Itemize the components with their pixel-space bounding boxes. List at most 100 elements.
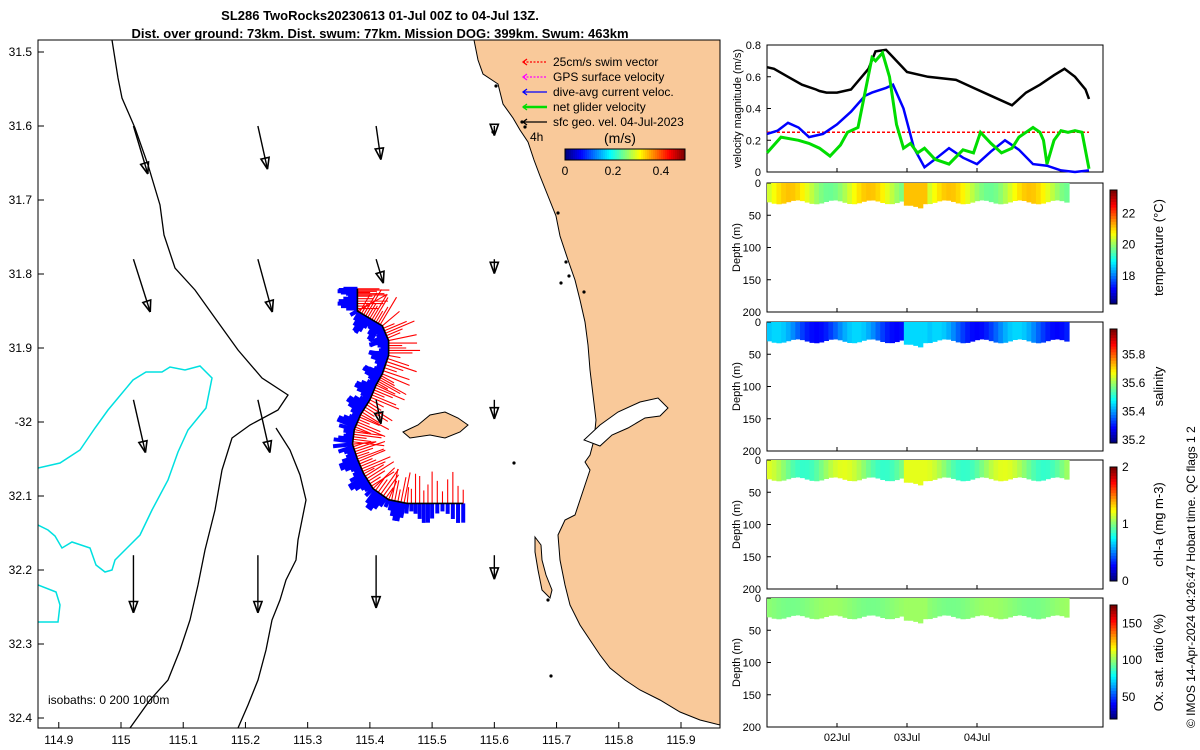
isobath-1000m-south	[38, 584, 61, 623]
section-colorbar-tick-3-1: 100	[1122, 653, 1142, 667]
section-cell-3-42	[965, 598, 971, 619]
current-vector-28	[372, 333, 388, 344]
current-vector-101	[399, 502, 407, 519]
section-cell-2-24	[880, 460, 886, 481]
section-colorbar-cell-0-13	[1110, 264, 1117, 268]
section-cell-2-51	[1007, 460, 1013, 480]
section-colorbar-cell-3-1	[1110, 713, 1117, 717]
section-colorbar-cell-2-2	[1110, 572, 1117, 576]
section-colorbar-cell-3-28	[1110, 636, 1117, 640]
geo-arrow-1-1	[257, 259, 273, 313]
section-cell-0-60	[1050, 183, 1056, 201]
current-vector-76	[345, 452, 357, 460]
section-cell-0-63	[1064, 183, 1070, 203]
section-colorbar-cell-2-9	[1110, 552, 1117, 556]
section-cell-2-37	[941, 460, 947, 478]
section-colorbar-cell-1-24	[1110, 371, 1117, 376]
section-cell-2-10	[814, 460, 820, 482]
section-colorbar-cell-2-37	[1110, 472, 1117, 477]
section-colorbar-cell-3-6	[1110, 699, 1117, 703]
section-colorbar-cell-3-29	[1110, 633, 1117, 637]
current-vector-64	[337, 415, 358, 427]
map-lat-tick-9: 32.4	[9, 711, 33, 725]
current-vector-79	[339, 459, 360, 471]
section-cell-1-18	[851, 322, 858, 344]
section-colorbar-cell-3-31	[1110, 627, 1117, 632]
section-colorbar-cell-1-1	[1110, 437, 1117, 441]
section-cell-0-39	[951, 183, 957, 202]
section-cell-0-36	[936, 183, 943, 202]
section-cell-0-45	[979, 183, 985, 201]
current-vector-102	[404, 503, 410, 514]
current-vector-77	[341, 454, 358, 464]
section-cell-0-21	[866, 183, 872, 201]
section-cell-3-40	[955, 598, 962, 619]
section-cell-0-22	[870, 183, 877, 201]
section-cell-3-45	[979, 598, 985, 616]
section-cell-0-47	[988, 183, 995, 203]
section-colorbar-cell-1-2	[1110, 434, 1117, 438]
section-colorbar-cell-3-36	[1110, 613, 1117, 617]
swim-vector-84	[363, 467, 375, 475]
section-colorbar-cell-2-6	[1110, 561, 1117, 565]
map-colorbar-cell-30	[625, 149, 628, 160]
map-colorbar-cell-0	[565, 149, 568, 160]
section-colorbar-cell-2-21	[1110, 518, 1117, 522]
section-cell-0-41	[960, 183, 966, 205]
map-colorbar-cell-42	[649, 149, 652, 160]
section-frame-1	[766, 321, 1104, 452]
section-cell-3-13	[828, 598, 834, 616]
map-colorbar-cell-45	[655, 149, 658, 160]
swim-vector-75	[354, 440, 386, 453]
current-vector-56	[353, 395, 368, 407]
swim-vector-51	[372, 391, 385, 398]
islet-11	[523, 125, 527, 129]
section-colorbar-cell-0-26	[1110, 227, 1117, 231]
current-vector-81	[350, 464, 362, 473]
section-colorbar-cell-1-38	[1110, 331, 1117, 336]
section-cell-2-57	[1035, 460, 1042, 482]
islet-4	[564, 260, 568, 264]
section-cell-1-57	[1035, 322, 1042, 344]
section-colorbar-cell-0-14	[1110, 261, 1117, 265]
section-ytick-0-0: 0	[755, 178, 761, 190]
current-vector-88	[360, 481, 371, 491]
section-cell-2-42	[965, 460, 971, 481]
section-cell-1-48	[993, 322, 999, 343]
swim-vector-52	[371, 394, 397, 406]
swim-vector-44	[379, 377, 395, 387]
section-colorbar-cell-0-8	[1110, 278, 1117, 282]
section-cell-0-54	[1021, 183, 1028, 201]
section-colorbar-tick-2-0: 0	[1122, 574, 1129, 588]
swim-vector-95	[385, 487, 394, 499]
section-colorbar-frame-3	[1109, 604, 1118, 720]
current-vector-41	[373, 365, 385, 373]
current-vector-93	[367, 492, 383, 512]
section-cell-3-1	[771, 598, 778, 619]
map-colorbar-cell-3	[571, 149, 574, 160]
land-rottnest-island	[402, 411, 469, 439]
map-colorbar-cell-5	[575, 149, 578, 160]
section-colorbar-cell-1-12	[1110, 405, 1117, 410]
section-colorbar-cell-0-6	[1110, 284, 1117, 288]
section-colorbar-cell-2-36	[1110, 475, 1117, 479]
swim-vector-55	[368, 401, 382, 411]
section-colorbar-cell-0-3	[1110, 292, 1117, 296]
current-vector-65	[336, 417, 357, 429]
section-cell-0-50	[1002, 183, 1009, 204]
map-colorbar-cell-46	[657, 149, 660, 160]
section-cell-1-40	[955, 322, 962, 343]
section-frame-0	[766, 182, 1104, 313]
map-colorbar-cell-28	[621, 149, 624, 160]
section-colorbar-cell-3-10	[1110, 687, 1117, 691]
section-colorbar-cell-1-30	[1110, 354, 1117, 358]
swim-vector-91	[375, 477, 385, 491]
section-cell-2-32	[918, 460, 924, 486]
section-colorbar-cell-2-22	[1110, 515, 1117, 519]
map-colorbar-cell-49	[663, 149, 666, 160]
map-colorbar-cell-54	[673, 149, 676, 160]
islet-7	[582, 290, 586, 294]
section-cell-3-63	[1064, 598, 1070, 618]
geo-arrowhead-1-2	[374, 270, 385, 284]
section-frame-2	[766, 459, 1104, 590]
